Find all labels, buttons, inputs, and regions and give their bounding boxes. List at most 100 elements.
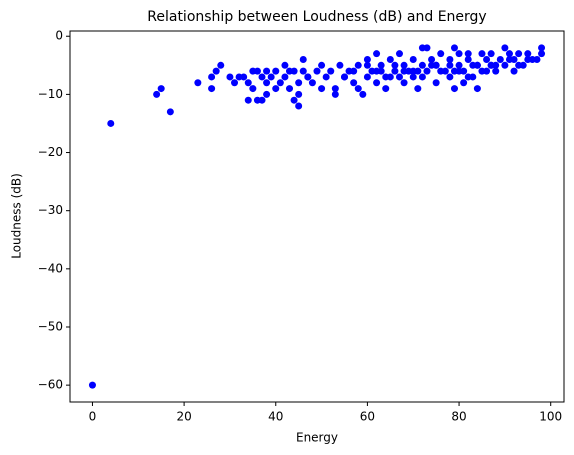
point xyxy=(350,79,358,87)
point xyxy=(304,73,312,81)
point xyxy=(226,73,234,81)
point xyxy=(377,61,385,69)
point xyxy=(418,73,426,81)
point xyxy=(428,55,436,63)
point xyxy=(400,67,408,75)
point xyxy=(446,55,454,63)
point xyxy=(377,67,385,75)
y-tick-label: −50 xyxy=(38,319,63,333)
point xyxy=(423,67,431,75)
point xyxy=(281,73,289,81)
plot-frame xyxy=(69,30,565,403)
point xyxy=(391,67,399,75)
point xyxy=(194,79,202,87)
point xyxy=(487,50,495,58)
point xyxy=(258,73,266,81)
point xyxy=(107,119,115,127)
point xyxy=(496,55,504,63)
y-tick-label: −20 xyxy=(38,145,63,159)
x-tick-label: 80 xyxy=(451,410,466,424)
y-axis-label: Loudness (dB) xyxy=(10,173,24,259)
point xyxy=(382,73,390,81)
point xyxy=(208,73,216,81)
point xyxy=(308,79,316,87)
point xyxy=(322,73,330,81)
point xyxy=(515,61,523,69)
point xyxy=(483,55,491,63)
point xyxy=(501,44,509,52)
point xyxy=(359,90,367,98)
point xyxy=(450,67,458,75)
y-tick-label: 0 xyxy=(55,29,63,43)
point xyxy=(363,73,371,81)
point xyxy=(276,79,284,87)
point xyxy=(258,96,266,104)
point xyxy=(409,73,417,81)
point xyxy=(487,61,495,69)
point xyxy=(231,79,239,87)
point xyxy=(281,61,289,69)
point xyxy=(157,85,165,93)
point xyxy=(286,85,294,93)
point xyxy=(244,96,252,104)
point xyxy=(240,73,248,81)
point xyxy=(414,85,422,93)
point xyxy=(400,79,408,87)
point xyxy=(510,67,518,75)
point xyxy=(331,85,339,93)
point xyxy=(290,67,298,75)
point xyxy=(418,61,426,69)
point xyxy=(153,90,161,98)
point xyxy=(469,61,477,69)
x-tick-label: 20 xyxy=(176,410,191,424)
y-tick-label: −30 xyxy=(38,203,63,217)
point xyxy=(391,61,399,69)
point xyxy=(88,381,96,389)
point xyxy=(455,50,463,58)
chart-title: Relationship between Loudness (dB) and E… xyxy=(147,9,486,25)
point xyxy=(501,61,509,69)
point xyxy=(423,44,431,52)
point xyxy=(538,44,546,52)
point xyxy=(395,73,403,81)
point xyxy=(409,55,417,63)
point xyxy=(350,67,358,75)
point xyxy=(340,73,348,81)
point xyxy=(395,50,403,58)
point xyxy=(267,73,275,81)
point xyxy=(373,50,381,58)
point xyxy=(313,67,321,75)
point xyxy=(464,50,472,58)
x-tick-label: 60 xyxy=(360,410,375,424)
point xyxy=(272,67,280,75)
point xyxy=(437,50,445,58)
y-tick-label: −10 xyxy=(38,87,63,101)
point xyxy=(299,67,307,75)
point xyxy=(515,50,523,58)
point xyxy=(244,79,252,87)
point xyxy=(363,55,371,63)
point xyxy=(295,102,303,110)
point xyxy=(450,44,458,52)
point xyxy=(538,50,546,58)
point xyxy=(464,73,472,81)
point xyxy=(336,61,344,69)
point xyxy=(473,85,481,93)
point xyxy=(460,79,468,87)
point xyxy=(299,55,307,63)
point xyxy=(524,50,532,58)
point xyxy=(382,85,390,93)
point xyxy=(414,67,422,75)
point xyxy=(354,61,362,69)
point xyxy=(400,61,408,69)
point xyxy=(263,67,271,75)
y-tick-label: −40 xyxy=(38,261,63,275)
point xyxy=(450,85,458,93)
point xyxy=(483,67,491,75)
point xyxy=(327,67,335,75)
point xyxy=(363,61,371,69)
point xyxy=(331,90,339,98)
x-axis-label: Energy xyxy=(296,431,338,445)
point xyxy=(318,85,326,93)
